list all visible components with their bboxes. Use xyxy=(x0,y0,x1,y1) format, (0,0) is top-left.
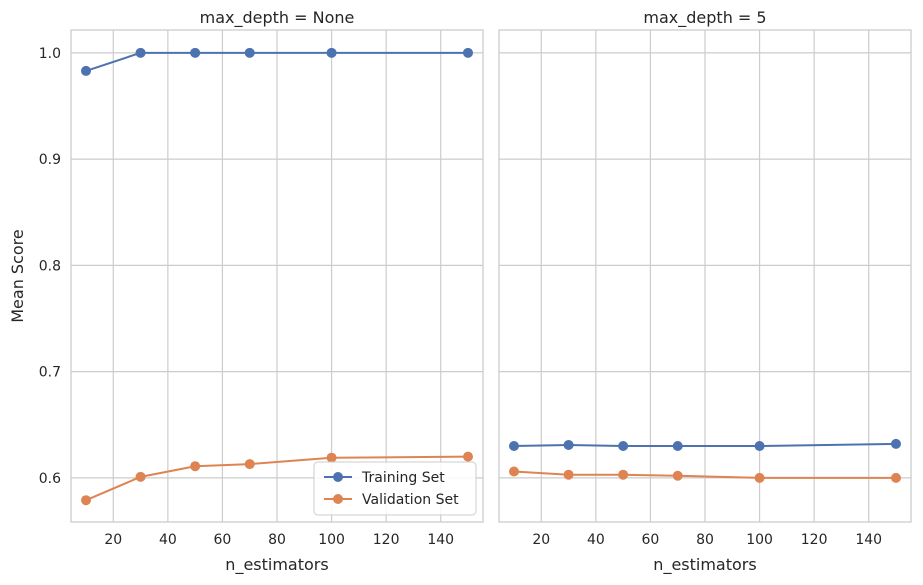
data-point-training xyxy=(135,47,146,58)
y-tick-label: 0.6 xyxy=(39,471,61,487)
x-axis-title: n_estimators xyxy=(225,555,328,575)
legend-label: Training Set xyxy=(361,470,445,486)
data-point-validation xyxy=(618,469,629,480)
x-tick-label: 40 xyxy=(587,532,605,548)
series-line-validation xyxy=(513,470,896,479)
data-point-validation xyxy=(244,459,255,470)
series-line-training xyxy=(513,442,897,448)
data-point-training xyxy=(618,441,629,452)
data-point-validation xyxy=(509,466,520,477)
data-point-training xyxy=(81,65,92,76)
legend-label: Validation Set xyxy=(362,492,459,508)
x-tick-label: 40 xyxy=(159,532,177,548)
x-tick-label: 60 xyxy=(642,532,660,548)
legend-swatch-marker xyxy=(333,472,343,482)
x-tick-label: 140 xyxy=(855,532,882,548)
legend-box xyxy=(313,461,477,516)
x-tick-label: 80 xyxy=(696,532,714,548)
data-point-validation xyxy=(890,472,901,483)
panel-1: 20 40 60 80 100 120 140 0.6 0.7 0.8 0.9 1.0 max_dept… xyxy=(8,8,484,575)
plot-frame xyxy=(70,29,484,523)
data-point-validation xyxy=(672,470,683,481)
data-point-training xyxy=(890,438,901,449)
x-tick-label: 20 xyxy=(532,532,550,548)
data-point-validation xyxy=(462,451,473,462)
data-point-training xyxy=(190,47,201,58)
data-point-training xyxy=(244,47,255,58)
x-axis-title: n_estimators xyxy=(653,555,756,575)
data-point-training xyxy=(754,441,765,452)
x-tick-label: 100 xyxy=(318,532,345,548)
data-point-validation xyxy=(135,471,146,482)
y-tick-label: 0.8 xyxy=(39,258,61,274)
y-tick-label: 1.0 xyxy=(39,46,61,62)
data-point-training xyxy=(462,47,473,58)
panel-title: max_depth = None xyxy=(200,8,355,28)
x-tick-label: 80 xyxy=(268,532,286,548)
x-tick-label: 60 xyxy=(214,532,232,548)
series-line-training xyxy=(85,51,468,72)
x-tick-label: 100 xyxy=(746,532,773,548)
plot-frame xyxy=(498,29,912,523)
y-tick-label: 0.7 xyxy=(39,365,61,381)
legend-swatch-marker xyxy=(333,494,343,504)
series-line-validation xyxy=(85,455,469,502)
data-point-validation xyxy=(563,469,574,480)
x-tick-label: 120 xyxy=(373,532,400,548)
legend: Training Set Validation Set xyxy=(313,461,477,516)
panel-2: 20 40 60 80 100 120 140 max_depth = 5 n_estimato… xyxy=(498,8,912,575)
data-point-training xyxy=(672,441,683,452)
data-point-training xyxy=(509,441,520,452)
data-point-validation xyxy=(326,452,337,463)
x-tick-label: 120 xyxy=(801,532,828,548)
panel-title: max_depth = 5 xyxy=(643,8,766,28)
data-point-training xyxy=(326,47,337,58)
y-tick-label: 0.9 xyxy=(39,152,61,168)
x-tick-label: 20 xyxy=(104,532,122,548)
data-point-validation xyxy=(754,472,765,483)
data-point-training xyxy=(563,439,574,450)
y-axis-title: Mean Score xyxy=(8,229,27,323)
data-point-validation xyxy=(190,461,201,472)
x-tick-label: 140 xyxy=(427,532,454,548)
data-point-validation xyxy=(81,495,92,506)
